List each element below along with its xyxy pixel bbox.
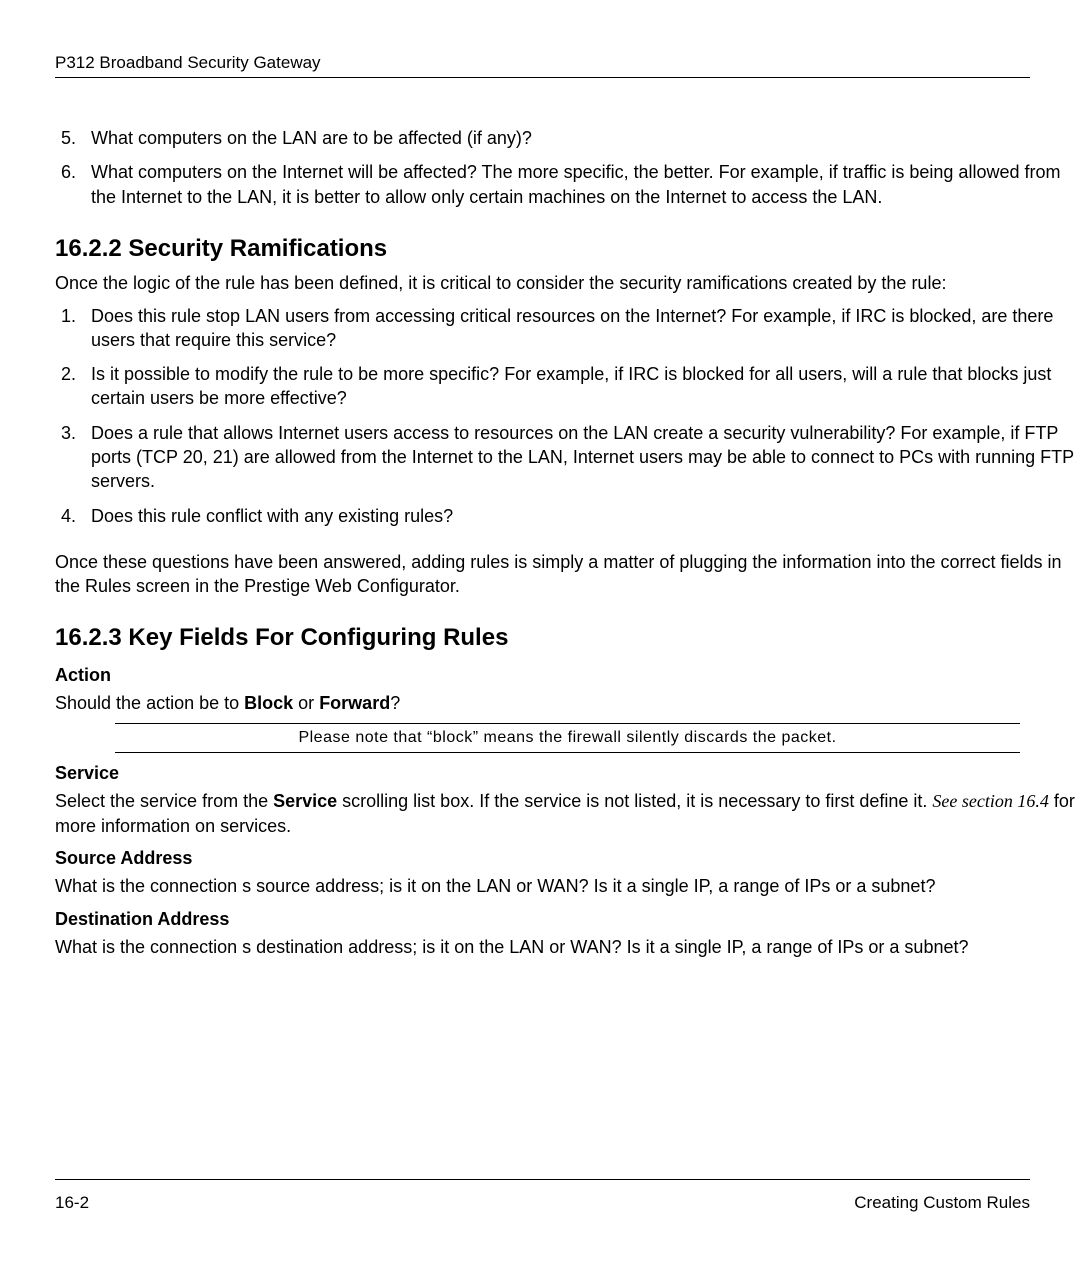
field-label-source-address: Source Address <box>55 846 1080 870</box>
continued-ordered-list: What computers on the LAN are to be affe… <box>55 126 1080 209</box>
destination-text: What is the connection s destination add… <box>55 935 1080 959</box>
text-fragment: scrolling list box. If the service is no… <box>337 791 932 811</box>
running-header: P312 Broadband Security Gateway <box>55 50 1030 78</box>
text-fragment: ? <box>390 693 400 713</box>
text-fragment: Should the action be to <box>55 693 244 713</box>
field-label-action: Action <box>55 663 1080 687</box>
section-heading-security-ramifications: 16.2.2 Security Ramifications <box>55 233 1080 265</box>
section-intro: Once the logic of the rule has been defi… <box>55 271 1080 295</box>
list-item: Is it possible to modify the rule to be … <box>81 362 1080 411</box>
field-label-service: Service <box>55 761 1080 785</box>
list-item: What computers on the Internet will be a… <box>81 160 1080 209</box>
text-fragment: or <box>293 693 319 713</box>
text-fragment: Select the service from the <box>55 791 273 811</box>
list-item: What computers on the LAN are to be affe… <box>81 126 1080 150</box>
list-item: Does a rule that allows Internet users a… <box>81 421 1080 494</box>
note-box: Please note that “block” means the firew… <box>115 723 1020 753</box>
running-header-text: P312 Broadband Security Gateway <box>55 53 321 72</box>
section-outro: Once these questions have been answered,… <box>55 550 1080 599</box>
ramifications-list: Does this rule stop LAN users from acces… <box>55 304 1080 528</box>
bold-block: Block <box>244 693 293 713</box>
bold-service: Service <box>273 791 337 811</box>
section-heading-key-fields: 16.2.3 Key Fields For Configuring Rules <box>55 622 1080 654</box>
action-text: Should the action be to Block or Forward… <box>55 691 1080 715</box>
bold-forward: Forward <box>319 693 390 713</box>
list-item: Does this rule conflict with any existin… <box>81 504 1080 528</box>
service-text: Select the service from the Service scro… <box>55 789 1080 838</box>
field-label-destination-address: Destination Address <box>55 907 1080 931</box>
footer-chapter-title: Creating Custom Rules <box>854 1192 1030 1215</box>
page-footer: 16-2 Creating Custom Rules <box>55 1179 1030 1215</box>
source-text: What is the connection s source address;… <box>55 874 1080 898</box>
italic-reference: See section 16.4 <box>932 791 1048 811</box>
list-item: Does this rule stop LAN users from acces… <box>81 304 1080 353</box>
page-number: 16-2 <box>55 1192 89 1215</box>
